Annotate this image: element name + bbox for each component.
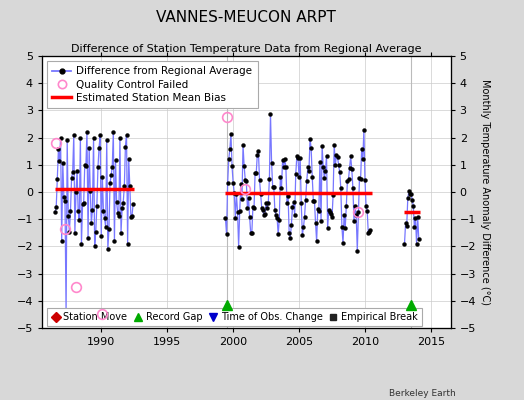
Text: VANNES-MEUCON ARPT: VANNES-MEUCON ARPT: [156, 10, 336, 25]
Text: Berkeley Earth: Berkeley Earth: [389, 389, 456, 398]
Legend: Station Move, Record Gap, Time of Obs. Change, Empirical Break: Station Move, Record Gap, Time of Obs. C…: [47, 308, 422, 326]
Title: Difference of Station Temperature Data from Regional Average: Difference of Station Temperature Data f…: [71, 44, 421, 54]
Y-axis label: Monthly Temperature Anomaly Difference (°C): Monthly Temperature Anomaly Difference (…: [480, 79, 490, 305]
